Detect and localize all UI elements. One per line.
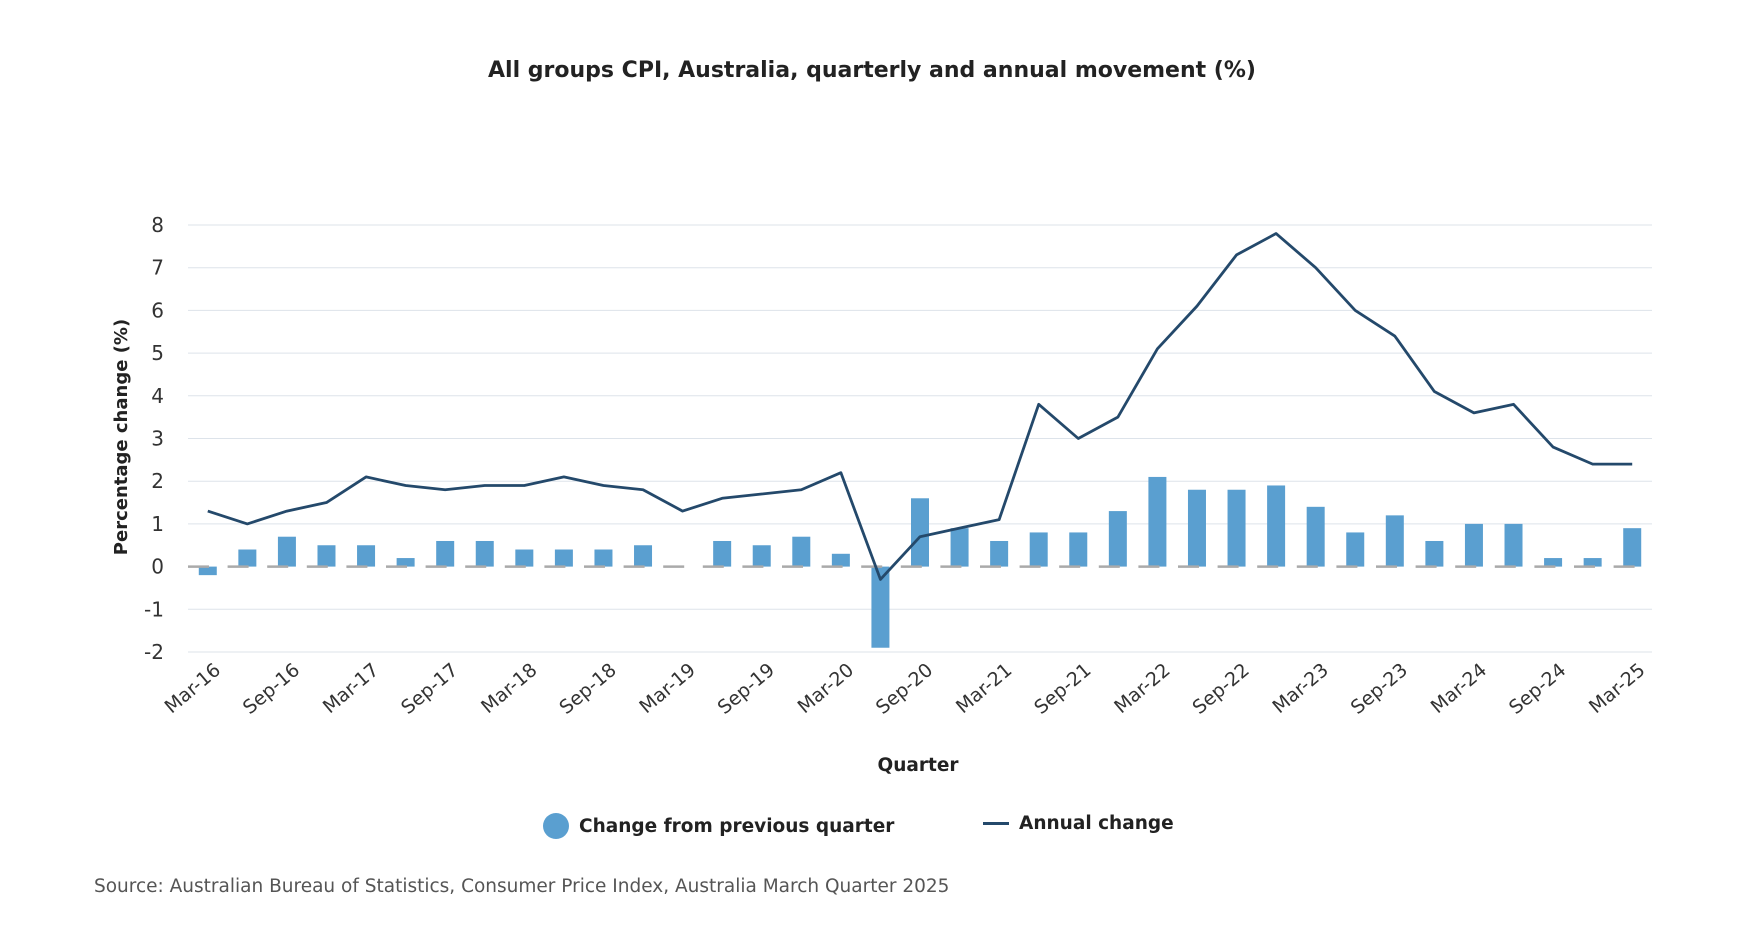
x-axis-label: Quarter — [877, 755, 959, 776]
bar-Mar-18 — [515, 549, 534, 567]
x-tick-label: Sep-23 — [1347, 659, 1412, 719]
bar-Mar-25 — [1623, 528, 1642, 567]
bar-Mar-20 — [831, 553, 850, 567]
bar-Dec-24 — [1583, 558, 1602, 567]
x-tick-label: Sep-22 — [1188, 659, 1253, 719]
bar-Jun-24 — [1504, 523, 1523, 567]
x-tick-label: Mar-22 — [1110, 659, 1174, 718]
x-tick-label: Mar-16 — [161, 659, 225, 718]
bar-Mar-21 — [990, 540, 1009, 567]
y-tick-label: 5 — [151, 341, 164, 365]
bar-Sep-16 — [277, 536, 296, 567]
bar-Jun-18 — [554, 549, 573, 567]
bar-Mar-24 — [1464, 523, 1483, 567]
legend-label-annual: Annual change — [1019, 813, 1174, 834]
bar-Sep-21 — [1069, 532, 1088, 567]
bar-Dec-19 — [792, 536, 811, 567]
y-tick-label: -1 — [144, 597, 164, 621]
bar-Mar-17 — [357, 545, 376, 567]
bar-Dec-23 — [1425, 540, 1444, 567]
y-tick-label: 4 — [151, 384, 164, 408]
annual-change-polyline — [207, 232, 1633, 581]
x-tick-label: Mar-23 — [1268, 659, 1332, 718]
y-axis-label: Percentage change (%) — [111, 319, 132, 555]
bar-Sep-24 — [1544, 558, 1563, 567]
y-tick-label: 6 — [151, 298, 164, 322]
bar-Mar-22 — [1148, 476, 1167, 567]
x-tick-label: Mar-24 — [1427, 659, 1491, 718]
y-axis-ticks: -2 -1 0 1 2 3 4 5 6 7 8 — [144, 213, 164, 664]
x-tick-label: Mar-19 — [635, 659, 699, 718]
y-tick-label: 8 — [151, 213, 164, 237]
x-tick-label: Mar-18 — [477, 659, 541, 718]
bar-Dec-21 — [1108, 511, 1127, 567]
quarterly-change-bars — [198, 476, 1642, 648]
y-tick-label: -2 — [144, 640, 164, 664]
bar-Jun-16 — [238, 549, 257, 567]
source-note: Source: Australian Bureau of Statistics,… — [94, 876, 950, 897]
legend-label-quarterly: Change from previous quarter — [579, 815, 895, 837]
y-tick-label: 1 — [151, 512, 164, 536]
x-tick-label: Mar-20 — [794, 659, 858, 718]
y-tick-label: 2 — [151, 469, 164, 493]
y-tick-label: 3 — [151, 427, 164, 451]
chart-title: All groups CPI, Australia, quarterly and… — [488, 58, 1256, 83]
legend-item-annual: Annual change — [983, 813, 1174, 834]
bar-Sep-22 — [1227, 489, 1246, 567]
x-tick-label: Sep-16 — [239, 659, 304, 719]
bar-Dec-22 — [1267, 485, 1286, 567]
x-tick-label: Sep-24 — [1505, 659, 1570, 719]
bar-Mar-16 — [198, 566, 217, 576]
legend-marker-bar — [543, 813, 569, 839]
bar-Sep-20 — [911, 498, 929, 567]
x-tick-label: Sep-21 — [1030, 659, 1095, 719]
x-tick-label: Sep-20 — [872, 659, 937, 719]
x-tick-label: Sep-18 — [555, 659, 620, 719]
x-tick-label: Mar-21 — [952, 659, 1016, 718]
bar-Sep-19 — [752, 545, 771, 567]
x-tick-label: Mar-17 — [319, 659, 383, 718]
bar-Mar-23 — [1306, 506, 1325, 567]
bar-Dec-18 — [634, 545, 653, 567]
y-tick-label: 7 — [151, 256, 164, 280]
x-axis-ticks: Mar-16 Sep-16 Mar-17 Sep-17 Mar-18 Sep-18 Mar-… — [161, 659, 1650, 719]
bar-Sep-17 — [436, 540, 455, 567]
y-tick-label: 0 — [151, 555, 164, 579]
gridlines — [188, 224, 1652, 653]
legend-marker-line — [983, 822, 1009, 825]
bar-Dec-17 — [475, 540, 494, 567]
x-tick-label: Sep-19 — [714, 659, 779, 719]
bar-Dec-16 — [317, 545, 336, 567]
bar-Jun-20 — [871, 566, 890, 648]
bar-Sep-23 — [1385, 515, 1404, 567]
x-tick-label: Sep-17 — [397, 659, 462, 719]
bar-Jun-19 — [713, 540, 732, 567]
bar-Jun-23 — [1346, 532, 1365, 567]
bar-Jun-22 — [1187, 489, 1206, 567]
legend-item-quarterly: Change from previous quarter — [543, 813, 894, 839]
bar-Jun-21 — [1029, 532, 1048, 567]
bar-Sep-18 — [594, 549, 613, 567]
bar-Dec-20 — [950, 528, 969, 567]
bar-Jun-17 — [396, 558, 415, 567]
x-tick-label: Mar-25 — [1585, 659, 1649, 718]
annual-change-line — [207, 232, 1633, 581]
